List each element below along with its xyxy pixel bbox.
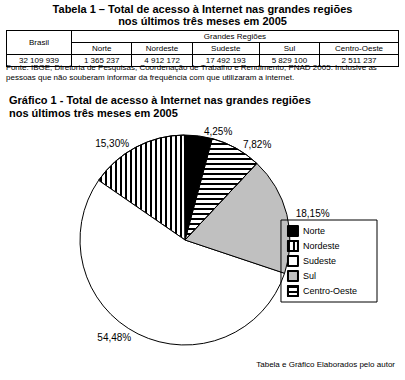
svg-text:Centro-Oeste: Centro-Oeste: [303, 286, 357, 296]
html-text:4 912 172: 4 912 172: [144, 56, 180, 65]
svg-text:Nordeste: Nordeste: [303, 241, 340, 251]
html-text:32 109 939: 32 109 939: [19, 56, 59, 65]
html-text:17 492 193: 17 492 193: [205, 56, 246, 65]
html-text:2 511 237: 2 511 237: [341, 56, 377, 65]
svg-text:Norte: Norte: [303, 226, 325, 236]
html-text:Brasil: Brasil: [29, 38, 49, 47]
svg-text:54,48%: 54,48%: [97, 332, 131, 343]
svg-text:Sul: Sul: [303, 271, 316, 281]
svg-text:7,82%: 7,82%: [243, 139, 271, 150]
html-text:Nordeste: Nordeste: [145, 44, 179, 53]
html-text:1 365 237: 1 365 237: [83, 56, 120, 65]
html-text:5 829 100: 5 829 100: [271, 56, 308, 65]
html-text:Norte: Norte: [91, 44, 112, 53]
html-text:Centro-Oeste: Centro-Oeste: [335, 44, 384, 53]
svg-text:15,30%: 15,30%: [95, 138, 129, 149]
html-text:Grandes Regiões: Grandes Regiões: [203, 32, 267, 41]
svg-text:Sudeste: Sudeste: [303, 256, 336, 266]
html-text:Tabela e Gráfico Elaborados pe: Tabela e Gráfico Elaborados pelo autor: [256, 360, 395, 369]
svg-text:18,15%: 18,15%: [296, 208, 330, 219]
html-text:Fonte: IBGE, Diretoria de Pesq: Fonte: IBGE, Diretoria de Pesquisas, Coo…: [6, 63, 377, 82]
html-text:Tabela 1 – Total de acesso à I: Tabela 1 – Total de acesso à Internet na…: [52, 3, 353, 27]
svg-text:4,25%: 4,25%: [204, 126, 232, 137]
html-text:Sul: Sul: [283, 44, 296, 53]
svg-text:nos últimos três meses em 2005: nos últimos três meses em 2005: [9, 107, 178, 119]
svg-text:Gráfico 1 - Total de acesso à: Gráfico 1 - Total de acesso à Internet n…: [9, 94, 311, 106]
html-text:Sudeste: Sudeste: [211, 44, 241, 53]
